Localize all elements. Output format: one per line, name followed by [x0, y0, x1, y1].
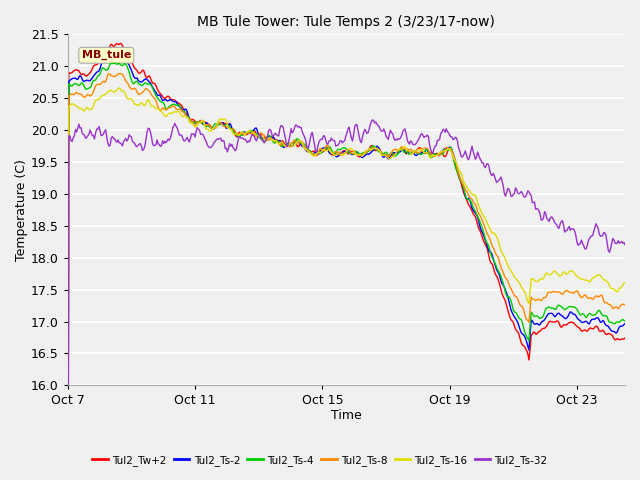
Title: MB Tule Tower: Tule Temps 2 (3/23/17-now): MB Tule Tower: Tule Temps 2 (3/23/17-now… — [197, 15, 495, 29]
X-axis label: Time: Time — [331, 409, 362, 422]
Legend: Tul2_Tw+2, Tul2_Ts-2, Tul2_Ts-4, Tul2_Ts-8, Tul2_Ts-16, Tul2_Ts-32: Tul2_Tw+2, Tul2_Ts-2, Tul2_Ts-4, Tul2_Ts… — [88, 451, 552, 470]
Text: MB_tule: MB_tule — [82, 50, 131, 60]
Y-axis label: Temperature (C): Temperature (C) — [15, 159, 28, 261]
